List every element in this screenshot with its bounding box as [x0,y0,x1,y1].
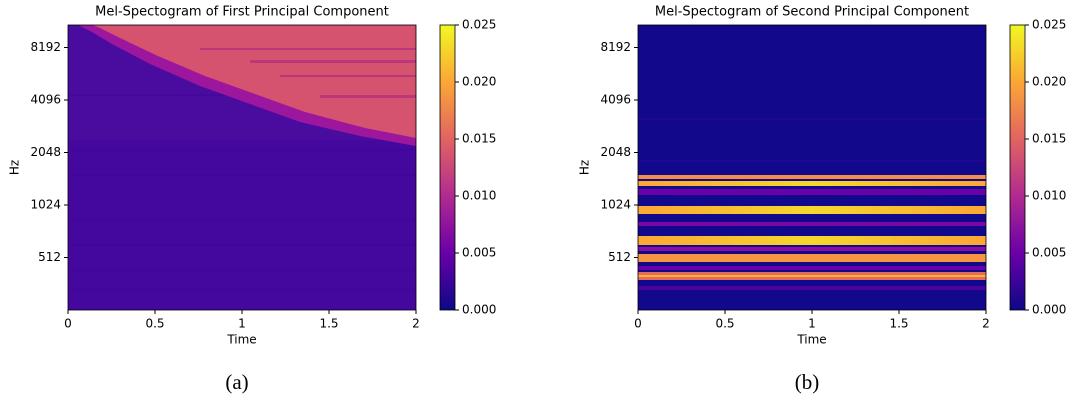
y-tick-label: 512 [38,250,61,264]
spectrogram-image-b [638,25,986,310]
y-tick-label: 512 [608,250,631,264]
colorbar-tick-label: 0.015 [1032,132,1066,146]
colorbar-tick-label: 0.015 [462,132,496,146]
x-tick-label: 2 [412,317,420,331]
x-tick-label: 0 [64,317,72,331]
colorbar-tick-label: 0.000 [1032,303,1066,317]
y-tick-label: 1024 [30,197,61,211]
colorbar-tick-label: 0.010 [462,189,496,203]
x-axis-label: Time [226,333,256,347]
x-tick-label: 2 [982,317,990,331]
x-tick-label: 0 [634,317,642,331]
colorbar-tick-label: 0.020 [462,75,496,89]
y-tick-label: 2048 [30,145,61,159]
colorbar-tick-label: 0.020 [1032,75,1066,89]
y-axis-label: Hz [8,160,22,175]
colorbar [1009,24,1026,311]
colorbar-tick-label: 0.000 [462,303,496,317]
y-tick-label: 1024 [600,197,631,211]
x-tick-label: 1 [238,317,246,331]
y-axis-label: Hz [578,160,592,175]
x-tick-label: 0.5 [145,317,164,331]
colorbar-tick-label: 0.025 [1032,18,1066,32]
colorbar-tick-label: 0.010 [1032,189,1066,203]
y-tick-label: 8192 [600,40,631,54]
colorbar-tick-label: 0.005 [1032,246,1066,260]
x-axis-label: Time [796,333,826,347]
y-tick-label: 4096 [30,92,61,106]
caption: (b) [795,370,820,394]
colorbar-tick-label: 0.025 [462,18,496,32]
chart-title: Mel-Spectogram of Second Principal Compo… [655,5,969,20]
x-tick-label: 1 [808,317,816,331]
x-tick-label: 1.5 [889,317,908,331]
x-tick-label: 0.5 [715,317,734,331]
spectrogram-image-a [68,25,416,310]
chart-title: Mel-Spectogram of First Principal Compon… [95,5,389,20]
colorbar-tick-label: 0.005 [462,246,496,260]
y-tick-label: 4096 [600,92,631,106]
y-tick-label: 2048 [600,145,631,159]
y-tick-label: 8192 [30,40,61,54]
x-tick-label: 1.5 [319,317,338,331]
caption: (a) [225,370,248,394]
colorbar [439,24,456,311]
